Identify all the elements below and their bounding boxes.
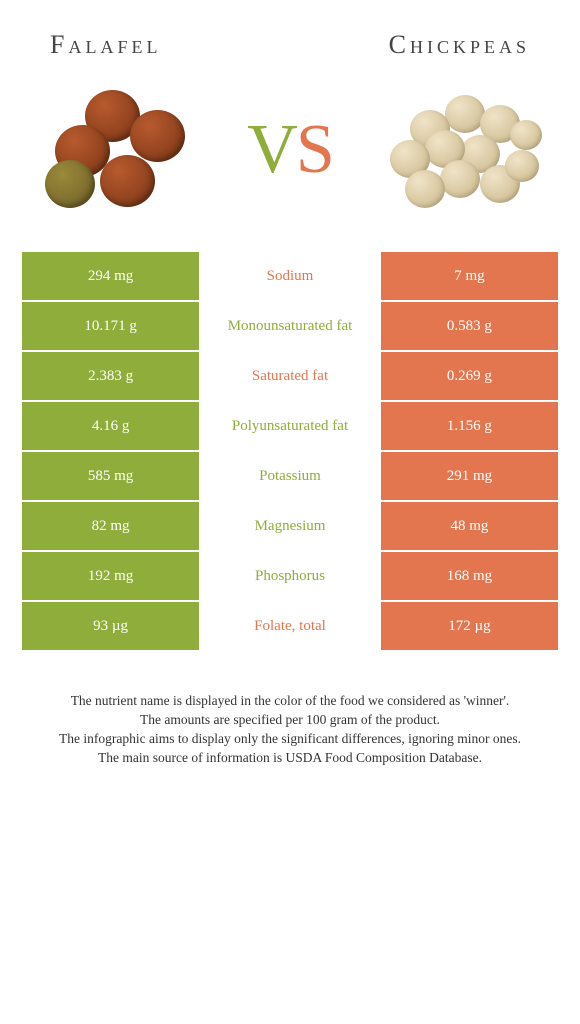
vs-s: S <box>296 111 333 188</box>
left-value: 585 mg <box>21 451 200 501</box>
table-row: 93 µgFolate, total172 µg <box>21 601 559 651</box>
table-row: 4.16 gPolyunsaturated fat1.156 g <box>21 401 559 451</box>
footer-line-4: The main source of information is USDA F… <box>20 749 560 768</box>
footer-line-1: The nutrient name is displayed in the co… <box>20 692 560 711</box>
nutrient-label: Magnesium <box>200 501 380 551</box>
nutrient-label: Potassium <box>200 451 380 501</box>
left-value: 82 mg <box>21 501 200 551</box>
right-value: 1.156 g <box>380 401 559 451</box>
footer-line-3: The infographic aims to display only the… <box>20 730 560 749</box>
right-value: 291 mg <box>380 451 559 501</box>
table-row: 585 mgPotassium291 mg <box>21 451 559 501</box>
right-value: 0.269 g <box>380 351 559 401</box>
table-row: 192 mgPhosphorus168 mg <box>21 551 559 601</box>
nutrient-label: Sodium <box>200 251 380 301</box>
table-row: 294 mgSodium7 mg <box>21 251 559 301</box>
nutrient-label: Monounsaturated fat <box>200 301 380 351</box>
right-value: 172 µg <box>380 601 559 651</box>
right-value: 168 mg <box>380 551 559 601</box>
footer-notes: The nutrient name is displayed in the co… <box>0 652 580 768</box>
nutrient-label: Saturated fat <box>200 351 380 401</box>
left-value: 93 µg <box>21 601 200 651</box>
comparison-table: 294 mgSodium7 mg10.171 gMonounsaturated … <box>20 250 560 652</box>
falafel-image <box>30 80 210 220</box>
header: Falafel Chickpeas <box>0 0 580 70</box>
left-value: 2.383 g <box>21 351 200 401</box>
left-food-title: Falafel <box>50 30 161 60</box>
nutrient-label: Phosphorus <box>200 551 380 601</box>
left-value: 4.16 g <box>21 401 200 451</box>
footer-line-2: The amounts are specified per 100 gram o… <box>20 711 560 730</box>
right-value: 0.583 g <box>380 301 559 351</box>
left-value: 192 mg <box>21 551 200 601</box>
vs-label: VS <box>247 110 333 190</box>
left-value: 294 mg <box>21 251 200 301</box>
left-value: 10.171 g <box>21 301 200 351</box>
nutrient-label: Folate, total <box>200 601 380 651</box>
table-row: 2.383 gSaturated fat0.269 g <box>21 351 559 401</box>
chickpeas-image <box>370 80 550 220</box>
table-row: 10.171 gMonounsaturated fat0.583 g <box>21 301 559 351</box>
nutrient-label: Polyunsaturated fat <box>200 401 380 451</box>
vs-v: V <box>247 111 296 188</box>
images-row: VS <box>0 70 580 250</box>
right-value: 7 mg <box>380 251 559 301</box>
table-row: 82 mgMagnesium48 mg <box>21 501 559 551</box>
right-value: 48 mg <box>380 501 559 551</box>
right-food-title: Chickpeas <box>389 30 530 60</box>
